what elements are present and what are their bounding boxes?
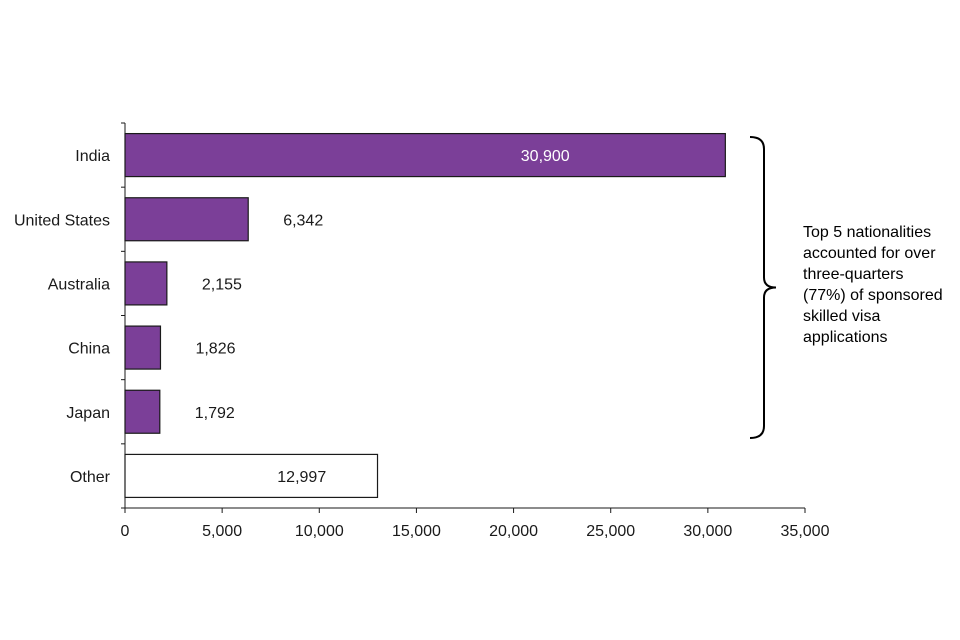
value-label: 1,826 xyxy=(195,341,235,358)
bar-united-states xyxy=(124,197,249,242)
category-label: China xyxy=(68,341,110,358)
x-tick-label: 15,000 xyxy=(392,523,441,540)
annotation-line: (77%) of sponsored xyxy=(803,287,943,304)
annotation-line: applications xyxy=(803,329,888,346)
x-tick-label: 25,000 xyxy=(586,523,635,540)
x-tick-label: 5,000 xyxy=(202,523,242,540)
category-label: Japan xyxy=(66,405,110,422)
annotation-line: skilled visa xyxy=(803,308,881,325)
value-label: 2,155 xyxy=(202,276,242,293)
category-label: Other xyxy=(70,469,111,486)
bar-japan xyxy=(124,389,161,434)
category-label: Australia xyxy=(48,276,110,293)
bar-india xyxy=(124,132,726,178)
x-tick-label: 30,000 xyxy=(683,523,732,540)
value-label: 6,342 xyxy=(283,212,323,229)
annotation-line: Top 5 nationalities xyxy=(803,224,932,241)
x-tick-label: 35,000 xyxy=(781,523,830,540)
value-label: 12,997 xyxy=(277,469,326,486)
bar-other xyxy=(124,453,379,499)
x-tick-label: 20,000 xyxy=(489,523,538,540)
value-label: 30,900 xyxy=(521,148,570,165)
annotation-text: Top 5 nationalities accounted for over t… xyxy=(803,222,960,348)
bar-australia xyxy=(124,261,168,306)
bar-china xyxy=(124,325,162,370)
annotation-line: three-quarters xyxy=(803,266,904,283)
value-label: 1,792 xyxy=(195,405,235,422)
annotation-bracket xyxy=(749,136,777,439)
x-tick-label: 0 xyxy=(121,523,130,540)
annotation-line: accounted for over xyxy=(803,245,936,262)
category-label: United States xyxy=(14,212,110,229)
category-label: India xyxy=(75,148,110,165)
x-tick-label: 10,000 xyxy=(295,523,344,540)
